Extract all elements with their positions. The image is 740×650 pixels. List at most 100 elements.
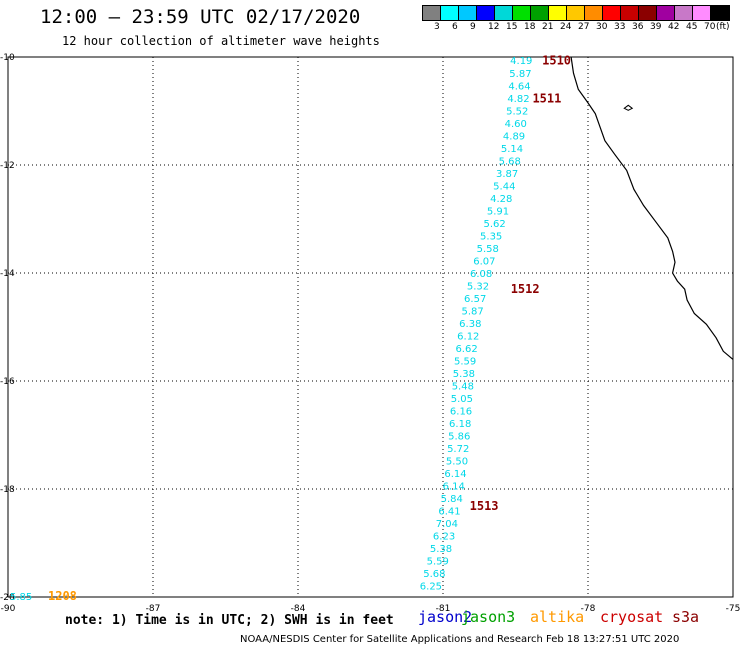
legend-swatch [585,6,603,20]
swh-value: 4.89 [503,131,525,142]
swh-value: 4.64 [508,81,530,92]
swh-value: 5.44 [493,181,515,192]
lat-tick-label: -20 [0,593,15,603]
swh-value: 5.68 [423,569,445,580]
legend-swatch [675,6,693,20]
swh-value: 6.16 [450,407,472,418]
satellite-label-jason3: jason3 [461,608,516,626]
legend-label: 21 [542,22,554,32]
swh-value: 5.91 [487,206,509,217]
swh-value: 5.72 [447,444,469,455]
swh-value: 5.68 [499,156,521,167]
legend-swatch [459,6,477,20]
legend-label: 15 [506,22,518,32]
swh-value: 6.23 [433,532,455,543]
lon-tick-label: -78 [581,604,596,614]
swh-value: 6.12 [457,331,479,342]
legend-swatch [441,6,459,20]
swh-value: 5.84 [441,494,463,505]
swh-value: 5.38 [453,369,475,380]
swh-value: 6.07 [473,256,495,267]
swh-value: 5.50 [446,457,468,468]
swh-value: 5.59 [427,557,449,568]
lat-tick-label: -18 [0,485,15,495]
swh-value: 6.25 [420,582,442,593]
swh-value: 4.19 [510,56,532,67]
legend-swatch [531,6,549,20]
island-outline [623,104,634,111]
legend-swatch [621,6,639,20]
footer-credit: NOAA/NESDIS Center for Satellite Applica… [240,634,680,645]
swh-value: 5.86 [448,432,470,443]
swh-value: 3.87 [496,169,518,180]
legend-swatch [477,6,495,20]
lat-tick-label: -12 [0,161,15,171]
satellite-label-jason2: jason2 [418,608,473,626]
swh-value: 5.32 [467,281,489,292]
legend-swatch [513,6,531,20]
swh-value: 6.62 [455,344,477,355]
swh-value: 5.14 [501,144,523,155]
swh-value: 4.28 [490,194,512,205]
map-frame [7,56,734,598]
legend-swatch [423,6,441,20]
swh-value: 5.05 [451,394,473,405]
swh-value: 6.57 [464,294,486,305]
swh-value: 6.38 [459,319,481,330]
legend-swatch [495,6,513,20]
pass-time-label: 1512 [511,282,540,296]
pass-time-label: 1510 [542,54,571,68]
swh-value: 5.35 [480,231,502,242]
lon-tick-label: -90 [1,604,16,614]
color-legend [422,5,730,21]
pass-time-label: 1511 [532,92,561,106]
swh-value: 5.62 [483,219,505,230]
swh-value: 6.08 [470,269,492,280]
page-subtitle: 12 hour collection of altimeter wave hei… [62,34,380,48]
lat-tick-label: -10 [0,53,15,63]
lat-tick-label: -16 [0,377,15,387]
legend-label: 45 [686,22,698,32]
lon-tick-label: -84 [291,604,306,614]
satellite-label-altika: altika [530,608,585,626]
legend-swatch [639,6,657,20]
lat-tick-label: -14 [0,269,15,279]
legend-swatch [693,6,711,20]
pass-time-label: 1513 [470,499,499,513]
swh-value-edge: 5.85 [10,592,32,603]
legend-label: 70 [704,22,716,32]
swh-value: 6.41 [438,507,460,518]
swh-value: 6.14 [443,482,465,493]
legend-swatch [549,6,567,20]
note-text: note: 1) Time is in UTC; 2) SWH is in fe… [65,613,394,628]
swh-value: 4.60 [505,119,527,130]
lon-tick-label: -75 [726,604,740,614]
satellite-label-s3a: s3a [672,608,700,626]
legend-label: 39 [650,22,662,32]
swh-value: 6.18 [449,419,471,430]
pass-time-label-edge: 1208 [48,589,77,603]
swh-value: 5.38 [430,544,452,555]
legend-swatch [567,6,585,20]
legend-label: 33 [614,22,626,32]
legend-label: 6 [452,22,458,32]
legend-label: 9 [470,22,476,32]
swh-value: 5.87 [509,69,531,80]
legend-label: 36 [632,22,644,32]
swh-value: 5.48 [452,382,474,393]
legend-label: 12 [488,22,500,32]
lon-tick-label: -81 [436,604,451,614]
legend-swatch [603,6,621,20]
legend-label: 24 [560,22,572,32]
swh-value: 5.58 [477,244,499,255]
page-title: 12:00 — 23:59 UTC 02/17/2020 [40,6,361,28]
legend-label: 42 [668,22,680,32]
legend-label: 18 [524,22,536,32]
legend-label: 27 [578,22,590,32]
legend-swatch [657,6,675,20]
swh-value: 5.59 [454,356,476,367]
swh-value: 5.87 [461,306,483,317]
lon-tick-label: -87 [146,604,161,614]
satellite-label-cryosat: cryosat [600,608,664,626]
